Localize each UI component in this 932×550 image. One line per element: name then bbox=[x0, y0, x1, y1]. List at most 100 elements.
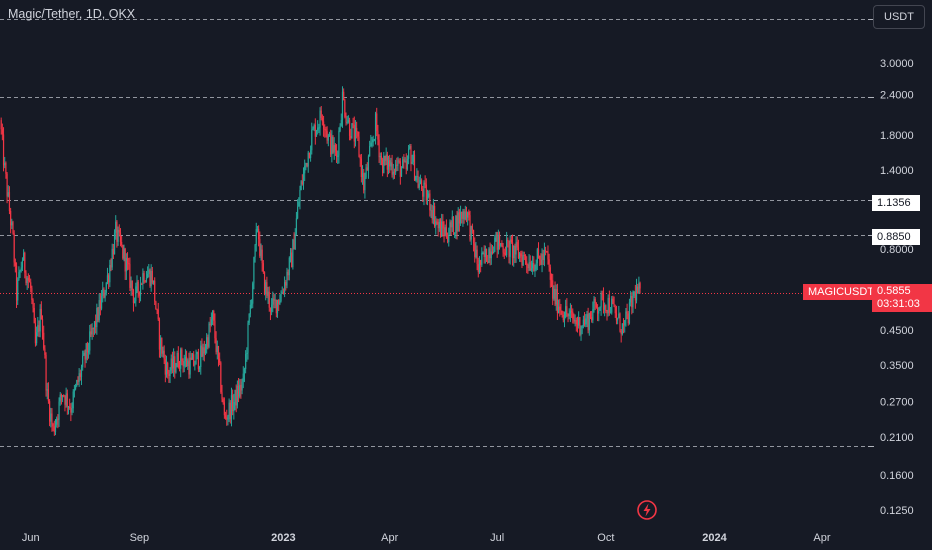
candle bbox=[99, 293, 101, 316]
candle bbox=[467, 211, 469, 226]
candle-body bbox=[27, 277, 29, 281]
candle bbox=[317, 120, 319, 135]
candle bbox=[554, 281, 556, 307]
candle bbox=[108, 273, 110, 289]
candle-body bbox=[117, 229, 119, 242]
candle-body bbox=[519, 253, 521, 258]
candle-body bbox=[572, 311, 574, 319]
candle-body bbox=[50, 413, 52, 422]
candle bbox=[164, 354, 166, 383]
candle-body bbox=[111, 248, 113, 268]
candle bbox=[305, 162, 307, 171]
candle-body bbox=[281, 292, 283, 294]
candle bbox=[419, 174, 422, 185]
candle bbox=[69, 398, 71, 410]
candle-body bbox=[539, 255, 541, 260]
candlestick-chart[interactable] bbox=[0, 0, 868, 524]
candle bbox=[203, 340, 205, 362]
candle bbox=[484, 245, 486, 264]
candle-body bbox=[315, 130, 318, 137]
candle-body bbox=[356, 127, 358, 132]
candle-body bbox=[269, 307, 272, 312]
candle bbox=[208, 321, 210, 349]
candle-body bbox=[371, 142, 373, 144]
candle bbox=[232, 389, 234, 416]
candle bbox=[301, 174, 303, 186]
candle bbox=[542, 249, 544, 266]
candle-body bbox=[25, 272, 27, 283]
candle-body bbox=[164, 359, 166, 375]
candle-body bbox=[292, 239, 294, 268]
candle bbox=[382, 157, 384, 177]
currency-button[interactable]: USDT bbox=[873, 5, 925, 29]
candle-body bbox=[236, 385, 238, 406]
chart-area[interactable] bbox=[0, 0, 868, 524]
candle-body bbox=[170, 358, 172, 371]
candle-body bbox=[108, 275, 110, 283]
candle-body bbox=[490, 251, 492, 259]
candle bbox=[495, 231, 497, 242]
candle-body bbox=[197, 351, 199, 370]
candle bbox=[536, 247, 538, 271]
candle bbox=[248, 313, 250, 326]
chart-title: Magic/Tether, 1D, OKX bbox=[8, 7, 136, 21]
candle bbox=[95, 314, 97, 334]
candle bbox=[369, 140, 371, 157]
candle-body bbox=[36, 332, 38, 344]
candle bbox=[229, 400, 231, 424]
candle bbox=[15, 262, 18, 308]
candle-body bbox=[297, 206, 299, 219]
candle bbox=[211, 310, 214, 326]
candle bbox=[325, 126, 327, 138]
candle bbox=[365, 163, 367, 180]
candle bbox=[198, 365, 201, 373]
candle-body bbox=[116, 221, 118, 242]
candle bbox=[206, 333, 208, 354]
candle-body bbox=[605, 305, 607, 312]
candle-body bbox=[586, 314, 588, 319]
candle-body bbox=[31, 288, 33, 300]
candle-body bbox=[450, 222, 452, 228]
candle bbox=[20, 261, 22, 273]
candle-body bbox=[324, 128, 326, 130]
candle-body bbox=[203, 347, 205, 354]
candle-body bbox=[125, 258, 127, 272]
candle bbox=[204, 343, 207, 356]
candle bbox=[625, 307, 627, 327]
candle bbox=[581, 325, 583, 335]
candle bbox=[432, 198, 435, 225]
candle bbox=[527, 263, 529, 274]
candle-body bbox=[638, 283, 640, 294]
candle bbox=[73, 384, 75, 398]
candle-body bbox=[546, 251, 548, 253]
candle bbox=[30, 278, 32, 293]
candle-body bbox=[353, 124, 355, 142]
time-axis[interactable]: Jun Sep 2023 Apr Jul Oct 2024 Apr bbox=[0, 524, 868, 550]
candle-body bbox=[245, 353, 247, 370]
price-tick-label-4: 1.4000 bbox=[880, 165, 914, 177]
candle-body bbox=[115, 221, 117, 233]
candle-body bbox=[279, 301, 281, 305]
candle bbox=[36, 326, 38, 346]
candle-body bbox=[533, 263, 535, 272]
candle bbox=[125, 253, 127, 280]
candle-body bbox=[612, 298, 614, 304]
candle bbox=[130, 276, 132, 296]
candle bbox=[162, 346, 164, 358]
candle-body bbox=[93, 321, 96, 330]
candle bbox=[514, 243, 516, 264]
candle bbox=[444, 224, 446, 237]
lightning-icon[interactable] bbox=[636, 499, 658, 521]
candle bbox=[148, 263, 150, 278]
candle-body bbox=[28, 280, 31, 283]
last-price: 0.5855 bbox=[877, 285, 911, 297]
candle-body bbox=[480, 260, 482, 265]
candle-body bbox=[177, 353, 179, 368]
candle bbox=[556, 283, 559, 321]
candle-body bbox=[134, 301, 136, 303]
candle-body bbox=[507, 239, 509, 241]
candle-body bbox=[4, 163, 6, 166]
candle bbox=[319, 107, 321, 136]
candle-body bbox=[46, 389, 48, 391]
price-axis[interactable]: 3.0000 2.4000 1.8000 1.4000 0.8000 0.4500 0.35… bbox=[868, 0, 932, 524]
